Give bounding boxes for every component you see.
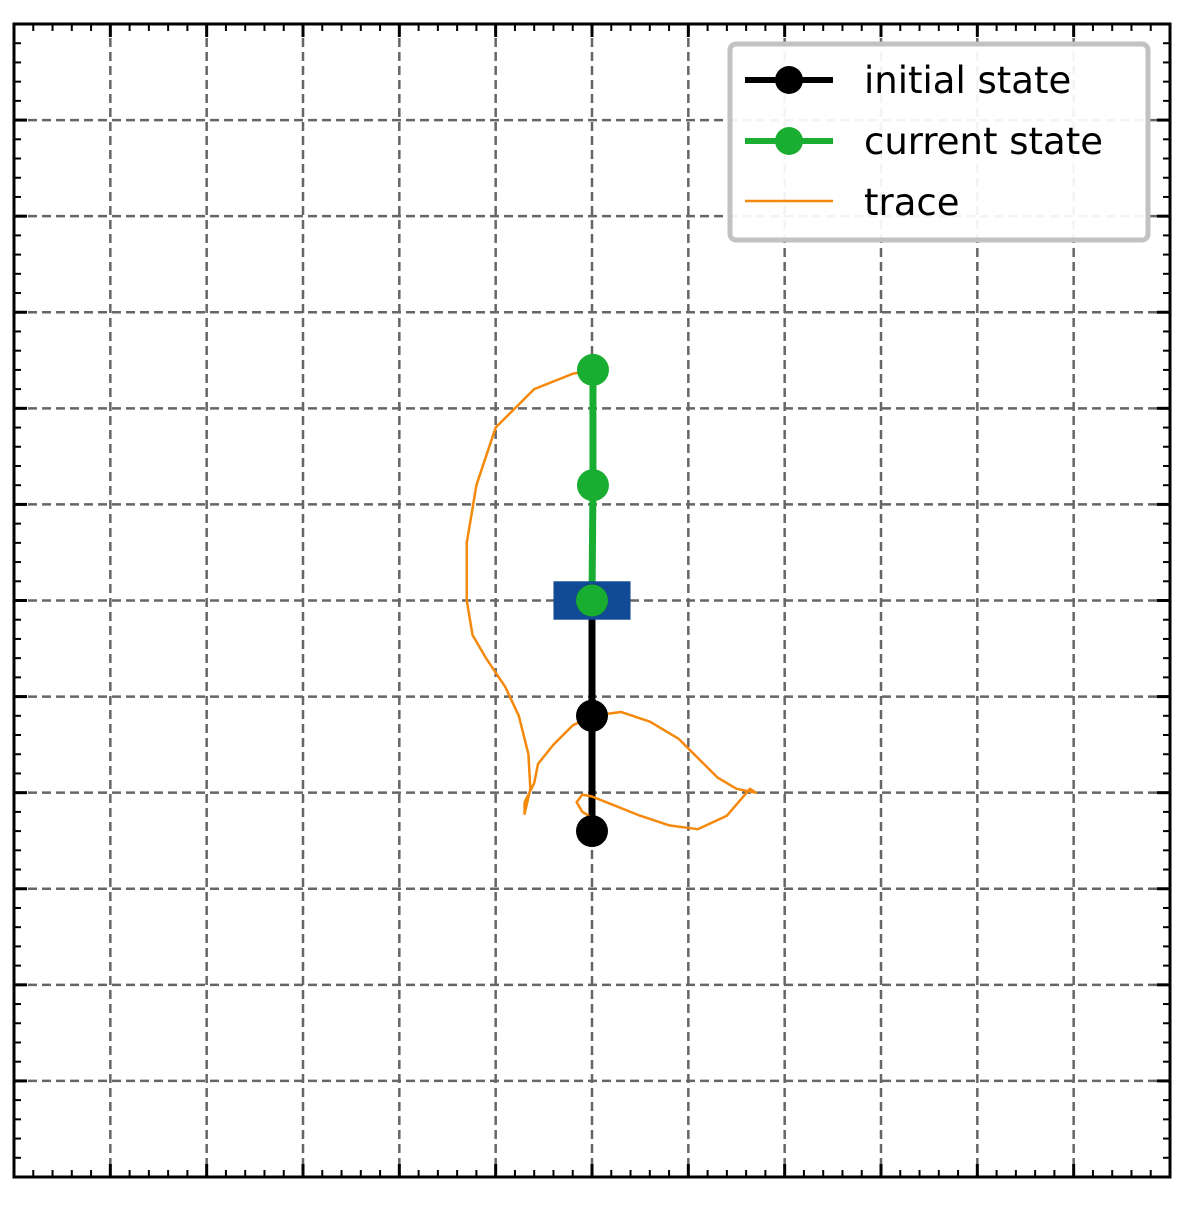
legend: initial state current state trace — [727, 41, 1151, 243]
legend-trace-label: trace — [864, 181, 960, 224]
legend-initial-state-marker — [775, 66, 803, 94]
plot-area — [465, 353, 758, 848]
initial-state-joint-marker — [576, 699, 608, 732]
legend-initial-state-label: initial state — [864, 59, 1071, 102]
current-state-joint-marker — [576, 469, 609, 502]
legend-current-state-marker — [775, 127, 803, 155]
current-state-joint-marker — [576, 584, 608, 617]
legend-current-state-label: current state — [864, 120, 1103, 163]
legend-box — [727, 41, 1151, 243]
initial-state-joint-marker — [576, 815, 608, 848]
trace-line — [465, 368, 758, 831]
current-state-joint-marker — [576, 353, 609, 386]
ticks — [12, 22, 1172, 1179]
